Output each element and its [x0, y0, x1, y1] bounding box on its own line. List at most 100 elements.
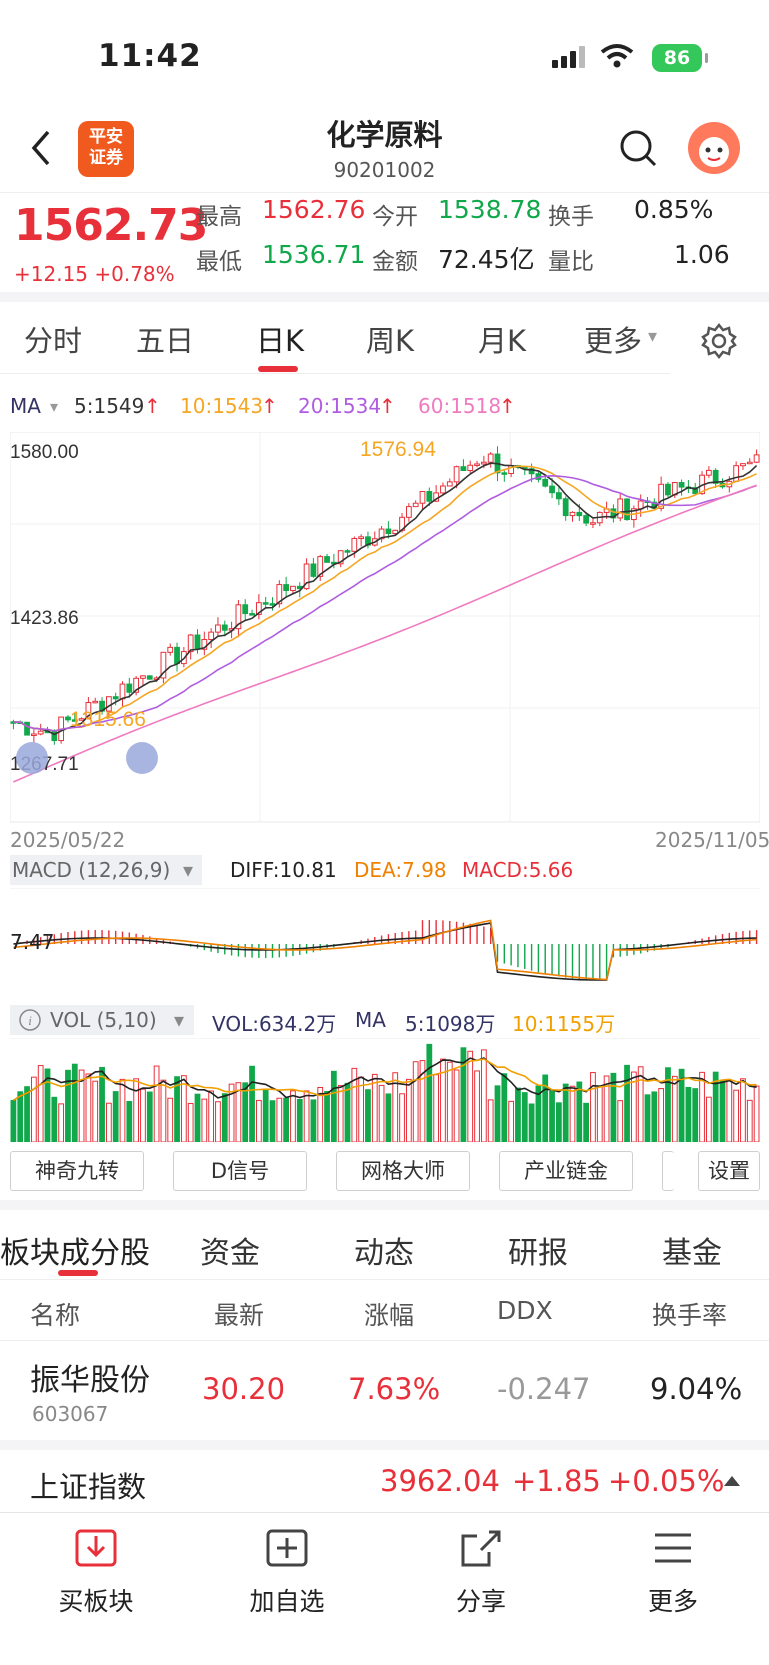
period-tab[interactable]: 周K — [366, 324, 415, 358]
macd-selector[interactable] — [10, 855, 202, 885]
period-tab[interactable]: 更多 — [584, 324, 643, 358]
volume-bar — [337, 1085, 344, 1142]
volume-bar — [426, 1043, 433, 1142]
volume-bar — [255, 1099, 262, 1142]
candle-body — [705, 469, 712, 476]
expand-up-icon[interactable] — [722, 1472, 742, 1488]
quote-value: 1.06 — [674, 240, 730, 269]
ma-item: 20:1534 — [298, 394, 382, 418]
ma-name[interactable]: MA — [10, 394, 41, 418]
quote-label: 金额 — [372, 249, 418, 275]
info-icon[interactable]: i — [18, 1008, 42, 1032]
tool-button[interactable]: 设置 — [698, 1151, 760, 1191]
candle-body — [692, 487, 699, 495]
macd-dropdown-icon[interactable]: ▾ — [183, 858, 194, 882]
candle-body — [555, 492, 562, 500]
section-tab[interactable]: 动态 — [354, 1236, 414, 1271]
volume-bar — [440, 1058, 446, 1142]
vol-ma10-line — [12, 1058, 757, 1102]
candle-body — [85, 702, 92, 720]
volume-chart[interactable] — [10, 1038, 760, 1142]
candle-body — [740, 463, 746, 467]
candle-body — [160, 651, 167, 679]
more-button[interactable]: 更多 — [608, 1528, 738, 1618]
volume-bar — [112, 1091, 119, 1142]
ma-dropdown-icon[interactable]: ▾ — [50, 397, 59, 416]
share-button[interactable]: 分享 — [416, 1528, 546, 1618]
search-icon[interactable] — [618, 128, 658, 168]
stock-ddx: -0.247 — [497, 1372, 591, 1406]
volume-bar — [10, 1099, 17, 1142]
candle-body — [576, 511, 583, 517]
section-tab[interactable]: 基金 — [662, 1236, 722, 1271]
high-price-marker: 1576.94 — [360, 438, 436, 461]
volume-bar — [290, 1090, 296, 1142]
vol-dropdown-icon[interactable]: ▾ — [174, 1008, 185, 1032]
ma20-line — [13, 474, 757, 732]
column-header[interactable]: 涨幅 — [364, 1301, 415, 1330]
vol-ma-label: MA — [355, 1008, 386, 1032]
collapse-icon — [16, 742, 48, 774]
assistant-avatar-icon[interactable] — [688, 122, 740, 174]
candle-body — [337, 550, 344, 565]
svg-text:i: i — [28, 1013, 32, 1028]
tool-button[interactable]: 神奇九转 — [10, 1151, 144, 1191]
macd-chart[interactable] — [10, 888, 760, 998]
volume-bar — [746, 1099, 753, 1142]
candle-body — [174, 646, 180, 665]
diff-line — [13, 922, 757, 981]
period-tab[interactable]: 分时 — [24, 324, 83, 358]
column-header[interactable]: 最新 — [214, 1301, 265, 1330]
volume-bar — [590, 1072, 596, 1142]
volume-bar — [515, 1087, 521, 1142]
period-tab[interactable]: 日K — [256, 324, 305, 358]
macd-dea: DEA:7.98 — [354, 858, 447, 882]
add-watchlist-button[interactable]: 加自选 — [222, 1528, 352, 1618]
section-tab[interactable]: 资金 — [200, 1236, 260, 1271]
candle-body — [358, 536, 365, 540]
volume-bar — [37, 1065, 44, 1142]
volume-bar — [310, 1099, 317, 1142]
ma60-line — [13, 484, 757, 783]
candle-body — [126, 683, 133, 693]
volume-bar — [733, 1089, 740, 1142]
macd-name[interactable]: MACD (12,26,9) — [12, 858, 171, 882]
download-box-icon — [75, 1529, 117, 1567]
volume-bar — [705, 1096, 712, 1142]
index-name: 上证指数 — [30, 1470, 147, 1504]
section-tab[interactable]: 研报 — [508, 1236, 568, 1271]
candle-body — [65, 716, 71, 721]
tool-button-partial[interactable] — [662, 1151, 674, 1191]
buy-sector-button[interactable]: 买板块 — [31, 1528, 161, 1618]
column-header[interactable]: 名称 — [30, 1301, 81, 1330]
volume-bar — [405, 1078, 412, 1142]
quote-value: 1538.78 — [438, 195, 542, 224]
current-price: 1562.73 — [14, 200, 208, 251]
tool-button[interactable]: 网格大师 — [336, 1151, 470, 1191]
index-change: +1.85 — [512, 1464, 601, 1498]
volume-bar — [460, 1047, 467, 1142]
volume-bar — [221, 1093, 228, 1142]
candle-body — [242, 604, 249, 615]
volume-bar — [30, 1076, 37, 1142]
period-tab[interactable]: 月K — [478, 324, 527, 358]
section-tab[interactable]: 板块成分股 — [0, 1236, 150, 1271]
vol-ma5: 5:1098万 — [405, 1012, 496, 1036]
tool-button[interactable]: 产业链金 — [499, 1151, 633, 1191]
volume-bar — [140, 1088, 146, 1142]
column-header[interactable]: 换手率 — [652, 1301, 728, 1330]
period-tab[interactable]: 五日 — [136, 324, 195, 358]
vol-value: VOL:634.2万 — [212, 1012, 337, 1036]
vol-name[interactable]: VOL (5,10) — [50, 1008, 157, 1032]
candle-body — [480, 461, 487, 465]
more-dropdown-icon[interactable]: ▾ — [648, 326, 658, 347]
settings-gear-icon[interactable] — [700, 322, 738, 360]
quote-label: 最高 — [196, 204, 242, 230]
y-axis-label: 1423.86 — [10, 608, 79, 629]
column-header[interactable]: DDX — [497, 1296, 553, 1325]
tool-button[interactable]: D信号 — [173, 1151, 307, 1191]
section-tab-underline — [58, 1270, 98, 1276]
volume-bar — [208, 1090, 215, 1142]
back-icon[interactable] — [26, 128, 56, 168]
